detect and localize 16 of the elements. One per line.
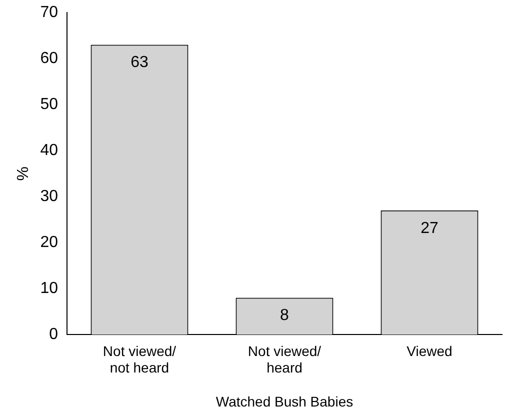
x-tick-label: Not viewed/not heard <box>102 342 176 376</box>
x-tick-label: Not viewed/heard <box>248 342 322 376</box>
y-tick-label: 50 <box>40 96 58 114</box>
data-label: 27 <box>420 220 438 237</box>
y-tick-label: 10 <box>40 280 58 298</box>
y-tick-label: 40 <box>40 142 58 160</box>
x-tick-label: Viewed <box>406 342 452 359</box>
y-tick-label: 70 <box>40 4 58 22</box>
y-tick-label: 20 <box>40 234 58 252</box>
x-axis-title: Watched Bush Babies <box>216 393 354 410</box>
y-tick-label: 0 <box>49 326 58 344</box>
data-label: 63 <box>130 54 148 72</box>
y-axis-title: % <box>15 166 32 181</box>
data-label: 8 <box>280 307 290 324</box>
y-tick-label: 30 <box>40 188 58 206</box>
y-tick-label: 60 <box>40 50 58 68</box>
